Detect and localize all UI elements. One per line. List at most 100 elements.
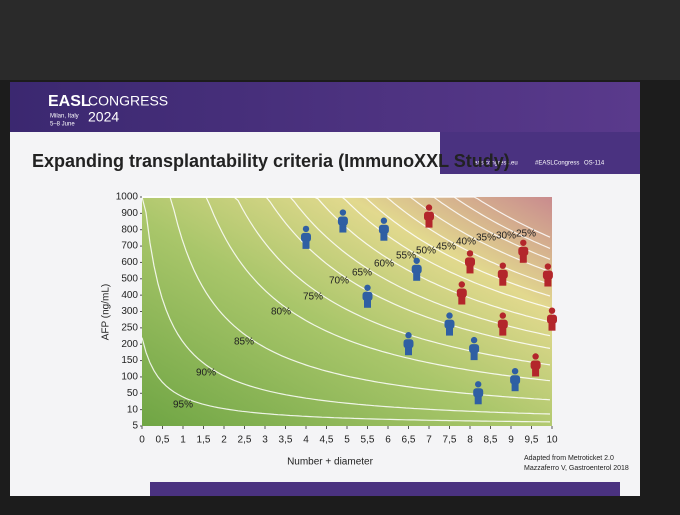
person-head bbox=[520, 239, 527, 246]
dates: 5–8 June bbox=[50, 122, 75, 128]
person-head bbox=[458, 281, 465, 288]
contour-label: 40% bbox=[456, 237, 476, 248]
y-tick-label: 200 bbox=[121, 339, 138, 350]
event: CONGRESS bbox=[88, 93, 168, 109]
person-marker bbox=[547, 307, 557, 331]
person-body bbox=[362, 291, 373, 301]
person-marker bbox=[444, 312, 455, 336]
y-tick-label: 600 bbox=[121, 257, 138, 268]
contour-label: 50% bbox=[416, 246, 436, 257]
person-head bbox=[499, 312, 506, 319]
x-tick-label: 2 bbox=[221, 435, 227, 446]
x-tick-label: 3,5 bbox=[279, 435, 293, 446]
source-note: Mazzaferro V, Gastroenterol 2018 bbox=[524, 465, 629, 472]
person-legs bbox=[380, 232, 388, 241]
y-tick-label: 400 bbox=[121, 290, 138, 301]
x-axis-label: Number + diameter bbox=[287, 457, 374, 468]
ceiling bbox=[0, 0, 680, 80]
place: Milan, Italy bbox=[50, 114, 79, 120]
person-body bbox=[378, 224, 389, 234]
contour-label: 85% bbox=[234, 337, 254, 348]
contour-label: 70% bbox=[329, 276, 349, 287]
x-tick-label: 1,5 bbox=[197, 435, 211, 446]
person-body bbox=[530, 360, 541, 370]
x-tick-label: 9 bbox=[508, 435, 514, 446]
person-legs bbox=[405, 347, 412, 356]
x-tick-label: 0 bbox=[139, 435, 145, 446]
person-marker bbox=[469, 336, 480, 361]
person-body bbox=[465, 257, 475, 267]
person-head bbox=[339, 209, 347, 216]
person-marker bbox=[530, 353, 541, 377]
person-legs bbox=[466, 265, 474, 274]
contour-label: 90% bbox=[196, 368, 216, 379]
person-head bbox=[364, 284, 371, 291]
x-tick-label: 6,5 bbox=[402, 435, 416, 446]
contour-label: 55% bbox=[396, 251, 416, 262]
y-tick-label: 1000 bbox=[116, 192, 139, 203]
contour-label: 95% bbox=[173, 400, 193, 411]
y-tick-label: 150 bbox=[121, 355, 138, 366]
x-tick-label: 8,5 bbox=[484, 435, 498, 446]
x-tick-label: 4 bbox=[303, 435, 309, 446]
plot-area bbox=[142, 197, 552, 426]
person-head bbox=[302, 225, 310, 233]
person-marker bbox=[456, 281, 467, 305]
person-body bbox=[424, 211, 434, 221]
person-body bbox=[547, 314, 557, 324]
website: easlcongress.eu bbox=[474, 161, 518, 167]
contour-label: 30% bbox=[496, 231, 516, 242]
y-tick-label: 300 bbox=[121, 306, 138, 317]
person-legs bbox=[474, 396, 482, 405]
person-head bbox=[413, 257, 420, 264]
person-legs bbox=[499, 277, 507, 286]
person-body bbox=[337, 216, 348, 226]
x-tick-label: 8 bbox=[467, 435, 473, 446]
contour-label: 65% bbox=[352, 268, 372, 279]
contour-line bbox=[142, 196, 551, 238]
person-body bbox=[444, 319, 455, 329]
person-legs bbox=[499, 327, 507, 336]
chart-title: Expanding transplantability criteria (Im… bbox=[32, 151, 510, 171]
contour-label: 25% bbox=[516, 229, 536, 240]
y-tick-label: 250 bbox=[121, 322, 138, 333]
x-tick-label: 2,5 bbox=[238, 435, 252, 446]
x-tick-label: 0,5 bbox=[156, 435, 170, 446]
person-body bbox=[403, 339, 414, 349]
footer-band bbox=[150, 482, 620, 496]
person-head bbox=[470, 336, 478, 344]
x-tick-label: 7,5 bbox=[443, 435, 457, 446]
person-marker bbox=[510, 368, 521, 392]
session: OS-114 bbox=[584, 161, 605, 167]
person-head bbox=[425, 204, 433, 211]
person-marker bbox=[362, 284, 373, 308]
person-marker bbox=[497, 312, 508, 336]
contour-line bbox=[141, 196, 551, 415]
person-head bbox=[405, 332, 412, 339]
person-body bbox=[456, 288, 467, 298]
y-tick-label: 800 bbox=[121, 224, 138, 235]
person-legs bbox=[458, 296, 466, 305]
contour-line bbox=[141, 337, 551, 423]
brand: EASL bbox=[48, 93, 91, 110]
header-tab bbox=[440, 132, 640, 174]
y-tick-label: 5 bbox=[132, 421, 138, 432]
y-axis-label: AFP (ng/mL) bbox=[101, 284, 112, 341]
person-body bbox=[542, 270, 553, 280]
contour-label: 60% bbox=[374, 259, 394, 270]
person-legs bbox=[532, 368, 540, 377]
y-tick-label: 50 bbox=[127, 388, 139, 399]
person-legs bbox=[425, 219, 433, 228]
contour-label: 35% bbox=[476, 233, 496, 244]
y-tick-label: 10 bbox=[127, 404, 139, 415]
contour-label: 45% bbox=[436, 242, 456, 253]
person-head bbox=[532, 353, 539, 360]
source-note: Adapted from Metroticket 2.0 bbox=[524, 455, 614, 462]
year: 2024 bbox=[88, 109, 119, 125]
person-marker bbox=[411, 257, 422, 281]
person-body bbox=[510, 375, 521, 385]
person-marker bbox=[424, 204, 434, 228]
contour-line bbox=[142, 196, 551, 382]
